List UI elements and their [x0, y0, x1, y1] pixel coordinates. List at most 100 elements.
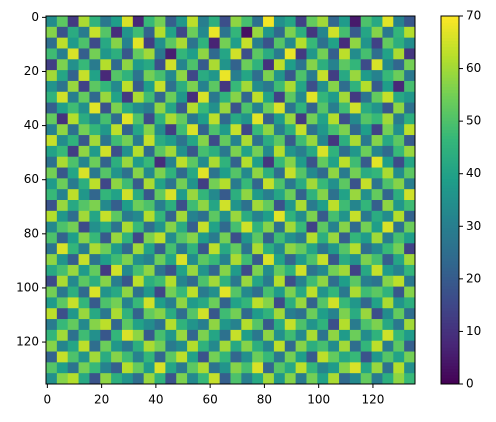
heatmap-cell: [197, 80, 210, 93]
heatmap-cell: [328, 113, 340, 125]
heatmap-cell: [143, 297, 155, 309]
heatmap-cell: [132, 308, 145, 320]
heatmap-cell: [230, 373, 242, 385]
heatmap-cell: [187, 254, 199, 266]
heatmap-cell: [273, 189, 286, 201]
heatmap-cell: [143, 275, 155, 287]
heatmap-cell: [295, 70, 307, 82]
heatmap-cell: [295, 319, 307, 331]
heatmap-cell: [263, 286, 275, 298]
heatmap-cell: [252, 124, 264, 136]
heatmap-cell: [360, 243, 372, 255]
colorbar-swatch: [441, 242, 459, 247]
heatmap-cell: [176, 113, 188, 125]
heatmap-cell: [273, 80, 286, 93]
heatmap-cell: [241, 340, 253, 352]
heatmap-cell: [154, 59, 166, 71]
heatmap-cell: [273, 26, 286, 39]
heatmap-cell: [89, 275, 101, 287]
heatmap-cell: [165, 200, 177, 212]
colorbar-swatch: [441, 193, 459, 198]
heatmap-cell: [143, 329, 155, 342]
heatmap-cell: [360, 308, 372, 320]
heatmap-cell: [252, 200, 264, 212]
heatmap-cell: [111, 135, 123, 147]
heatmap-cell: [154, 373, 166, 385]
heatmap-cell: [197, 26, 210, 39]
heatmap-cell: [208, 26, 221, 39]
heatmap-cell: [404, 59, 416, 71]
heatmap-cell: [219, 373, 231, 385]
heatmap-cell: [404, 91, 416, 103]
heatmap-cell: [219, 59, 231, 71]
heatmap-cell: [132, 254, 145, 266]
heatmap-cell: [143, 80, 155, 93]
heatmap-cell: [317, 80, 329, 93]
heatmap-cell: [132, 351, 145, 363]
heatmap-cell: [317, 200, 329, 212]
heatmap-cell: [295, 37, 307, 49]
heatmap-cell: [132, 167, 145, 179]
heatmap-cell: [89, 70, 101, 82]
heatmap-cell: [132, 59, 145, 71]
heatmap-cell: [317, 59, 329, 71]
heatmap-cell: [349, 80, 362, 93]
heatmap-cell: [111, 37, 123, 49]
heatmap-cell: [46, 232, 58, 244]
heatmap-cell: [349, 178, 362, 190]
colorbar-swatch: [441, 138, 459, 143]
heatmap-cell: [143, 135, 155, 147]
heatmap-cell: [208, 70, 221, 82]
heatmap-cell: [273, 145, 286, 158]
heatmap-cell: [382, 48, 394, 60]
heatmap-cell: [121, 200, 134, 212]
heatmap-cell: [219, 319, 231, 331]
heatmap-cell: [187, 48, 199, 60]
heatmap-cell: [404, 200, 416, 212]
heatmap-cell: [371, 340, 383, 352]
heatmap-cell: [371, 286, 383, 298]
colorbar-swatch: [441, 86, 459, 91]
heatmap-cell: [273, 167, 286, 179]
colorbar-swatch: [441, 212, 459, 216]
heatmap-cell: [219, 189, 231, 201]
heatmap-cell: [67, 297, 79, 309]
colorbar-swatch: [441, 328, 459, 333]
heatmap-cell: [56, 308, 69, 320]
heatmap-cell: [295, 362, 307, 374]
heatmap-cell: [360, 362, 372, 374]
heatmap-cell: [89, 178, 101, 190]
heatmap-cell: [241, 210, 253, 223]
heatmap-cell: [404, 297, 416, 309]
colorbar-swatch: [441, 264, 459, 268]
heatmap-cell: [197, 221, 210, 233]
heatmap-cell: [317, 26, 329, 39]
heatmap-cell: [339, 297, 351, 309]
heatmap-cell: [89, 308, 101, 320]
heatmap-cell: [382, 178, 394, 190]
heatmap-cell: [78, 135, 90, 147]
heatmap-cell: [143, 178, 155, 190]
heatmap-cell: [230, 70, 242, 82]
heatmap-cell: [252, 340, 264, 352]
heatmap-cell: [284, 200, 297, 212]
heatmap-cell: [328, 362, 340, 374]
heatmap-cell: [404, 232, 416, 244]
heatmap-cell: [241, 102, 253, 114]
colorbar-swatch: [441, 77, 459, 81]
heatmap-cell: [56, 91, 69, 103]
heatmap-cell: [284, 70, 297, 82]
colorbar-swatch: [441, 215, 459, 219]
heatmap-cell: [273, 221, 286, 233]
heatmap-cell: [56, 178, 69, 190]
heatmap-cell: [252, 373, 264, 385]
heatmap-cell: [111, 221, 123, 233]
heatmap-cell: [132, 340, 145, 352]
heatmap-cell: [176, 254, 188, 266]
heatmap-cell: [165, 340, 177, 352]
colorbar-swatch: [441, 353, 459, 357]
heatmap-cell: [176, 48, 188, 60]
colorbar-swatch: [441, 28, 459, 32]
heatmap-cell: [176, 232, 188, 244]
heatmap-cell: [89, 286, 101, 298]
